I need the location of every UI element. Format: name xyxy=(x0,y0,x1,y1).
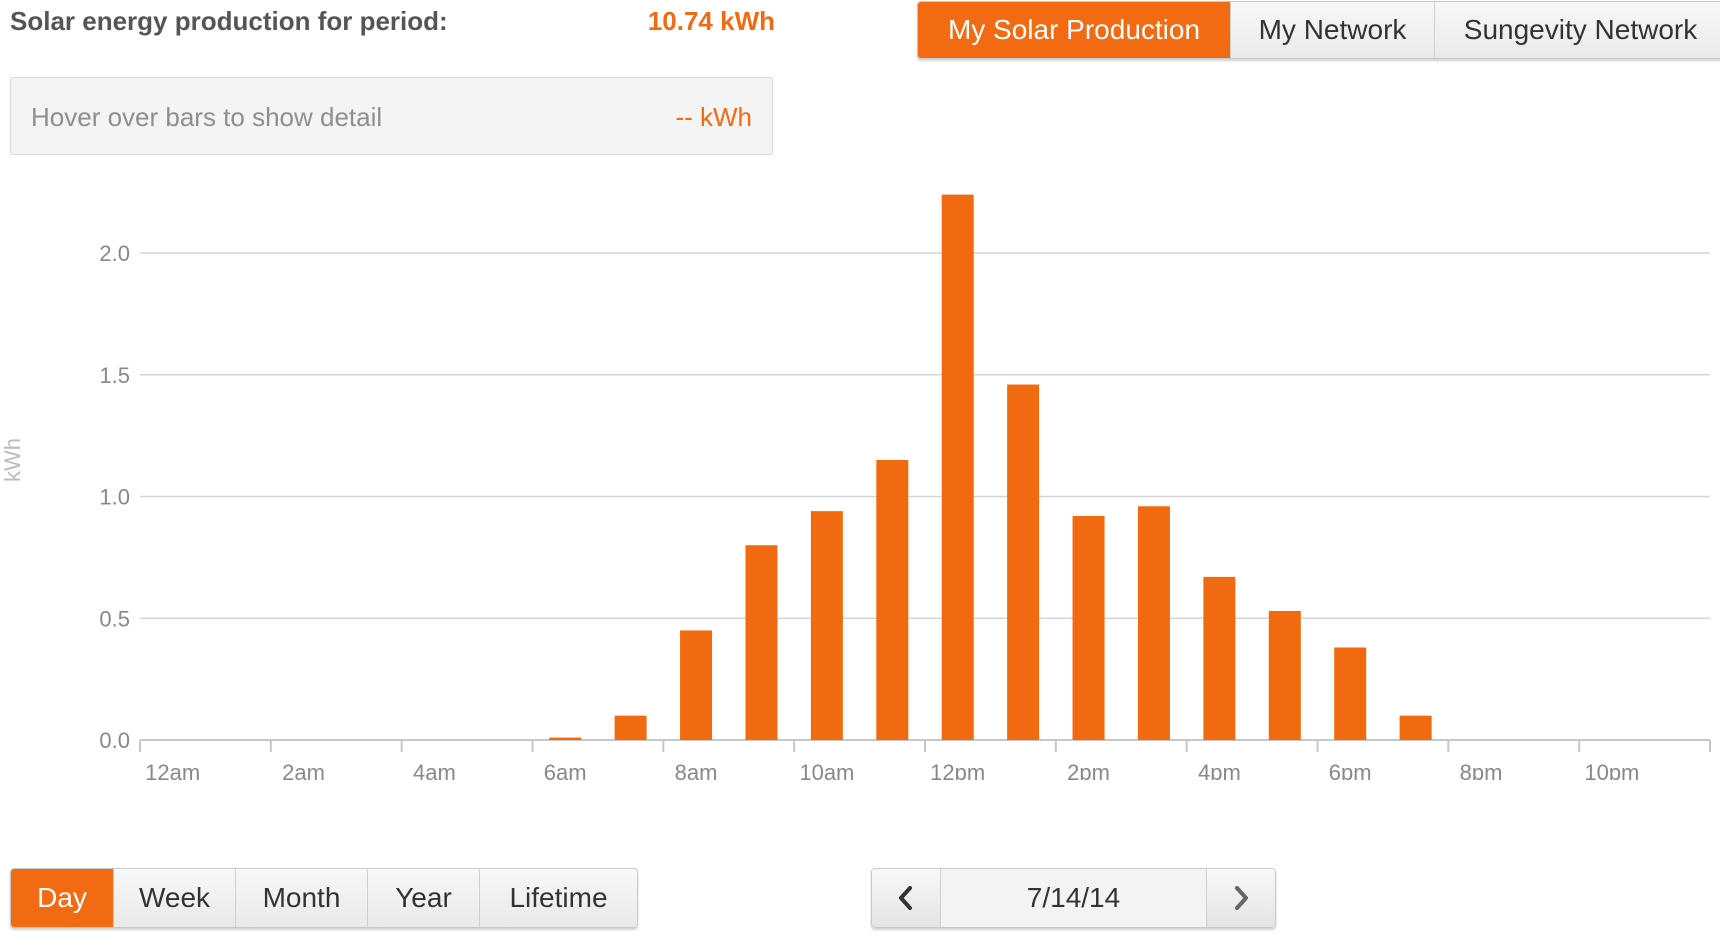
bar-12pm[interactable] xyxy=(941,194,974,740)
previous-date-button[interactable] xyxy=(872,869,941,927)
x-tick-label: 8am xyxy=(675,760,718,780)
bar-7am[interactable] xyxy=(614,715,647,740)
x-tick-label: 6am xyxy=(544,760,587,780)
hover-detail-value: -- kWh xyxy=(675,102,752,132)
x-tick-label: 2am xyxy=(282,760,325,780)
current-date-display: 7/14/14 xyxy=(941,869,1206,927)
bar-5pm[interactable] xyxy=(1268,610,1301,740)
period-month-button[interactable]: Month xyxy=(235,869,367,927)
date-navigator: 7/14/14 xyxy=(871,868,1276,928)
x-tick-label: 4pm xyxy=(1198,760,1241,780)
period-day-button[interactable]: Day xyxy=(11,869,113,927)
bar-1pm[interactable] xyxy=(1007,384,1040,740)
x-tick-label: 12am xyxy=(145,760,200,780)
x-tick-label: 8pm xyxy=(1460,760,1503,780)
hover-detail-box: Hover over bars to show detail -- kWh xyxy=(10,77,773,155)
chevron-right-icon xyxy=(1235,886,1248,910)
chevron-left-icon xyxy=(899,886,912,910)
bar-10am[interactable] xyxy=(810,511,843,740)
production-bar-chart: 0.0 0.5 1.0 1.5 2.0 12am 2am 4am 6am 8am 10am 12pm 2… xyxy=(0,194,1711,780)
period-year-button[interactable]: Year xyxy=(367,869,479,927)
tab-sungevity-network[interactable]: Sungevity Network xyxy=(1434,2,1720,58)
y-tick-label: 0.5 xyxy=(99,606,130,631)
bar-7pm[interactable] xyxy=(1399,715,1432,740)
x-tick-label: 10am xyxy=(799,760,854,780)
x-tick-label: 10pm xyxy=(1584,760,1639,780)
bar-11am[interactable] xyxy=(876,460,909,740)
bar-6pm[interactable] xyxy=(1334,647,1367,740)
summary-title: Solar energy production for period: xyxy=(10,6,448,36)
bar-8am[interactable] xyxy=(680,630,713,740)
next-date-button[interactable] xyxy=(1206,869,1275,927)
bar-6am[interactable] xyxy=(549,737,582,740)
y-tick-label: 0.0 xyxy=(99,728,130,753)
hover-detail-label: Hover over bars to show detail xyxy=(31,102,383,132)
bar-2pm[interactable] xyxy=(1072,516,1105,740)
y-axis-title: kWh xyxy=(0,438,25,482)
view-tabs: My Solar Production My Network Sungevity… xyxy=(917,1,1720,59)
bar-9am[interactable] xyxy=(745,545,778,740)
period-tabs: Day Week Month Year Lifetime xyxy=(10,868,638,928)
y-tick-label: 1.0 xyxy=(99,485,130,510)
bar-4pm[interactable] xyxy=(1203,576,1236,740)
period-lifetime-button[interactable]: Lifetime xyxy=(479,869,637,927)
x-tick-label: 6pm xyxy=(1329,760,1372,780)
x-tick-label: 12pm xyxy=(930,760,985,780)
bar-3pm[interactable] xyxy=(1137,506,1170,740)
period-week-button[interactable]: Week xyxy=(113,869,235,927)
tab-my-solar-production[interactable]: My Solar Production xyxy=(918,2,1230,58)
x-tick-label: 2pm xyxy=(1067,760,1110,780)
y-tick-label: 2.0 xyxy=(99,241,130,266)
y-tick-label: 1.5 xyxy=(99,363,130,388)
summary-total-value: 10.74 kWh xyxy=(647,6,775,36)
tab-my-network[interactable]: My Network xyxy=(1230,2,1434,58)
x-tick-label: 4am xyxy=(413,760,456,780)
